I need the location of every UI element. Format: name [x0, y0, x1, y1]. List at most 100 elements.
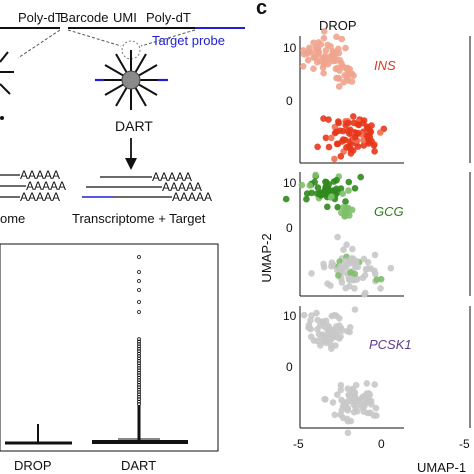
cell-point — [351, 306, 359, 313]
cell-point — [314, 58, 321, 66]
cell-point — [335, 74, 342, 82]
zoom-circle — [121, 40, 141, 60]
cell-point — [362, 289, 369, 297]
cell-point — [366, 133, 374, 141]
cell-point — [308, 189, 316, 197]
ins-points — [299, 28, 388, 163]
cell-point — [314, 143, 321, 151]
drop-bead-spoke — [0, 51, 9, 63]
outlier-point — [137, 288, 141, 292]
umap-ylabel: UMAP-2 — [259, 233, 274, 282]
cell-point — [377, 285, 384, 292]
dart-outliers — [137, 255, 141, 406]
outlier-point — [137, 375, 141, 380]
cell-point — [306, 182, 314, 189]
cell-point — [320, 332, 328, 339]
outlier-point — [137, 399, 141, 404]
cell-point — [282, 195, 290, 203]
cell-point — [334, 233, 341, 241]
cell-point — [333, 176, 340, 184]
gene-label-ins: INS — [374, 58, 396, 73]
cell-point — [371, 267, 378, 275]
outlier-point — [137, 342, 141, 346]
cell-point — [357, 173, 365, 181]
cell-point — [351, 285, 358, 292]
cell-point — [324, 203, 331, 211]
cell-point — [321, 395, 328, 403]
cell-point — [304, 56, 312, 64]
cell-point — [373, 276, 381, 283]
cell-point — [300, 311, 308, 319]
dart-zoom-line — [67, 29, 122, 47]
cell-point — [322, 187, 330, 195]
cell-point — [342, 258, 349, 265]
cell-point — [363, 393, 370, 400]
outlier-point — [137, 270, 141, 274]
drop-bead-spoke — [0, 83, 11, 95]
ytick-10: 10 — [283, 309, 297, 323]
cell-point — [387, 264, 395, 272]
cell-point — [328, 263, 335, 270]
cell-point — [342, 198, 349, 205]
panel-letter-c: c — [256, 0, 267, 19]
cell-point — [346, 282, 353, 290]
xtick-neg5: -5 — [293, 437, 304, 451]
drop-schematic: Poly-dT AAAAA AAAAA AAAAA ome — [0, 10, 66, 226]
cell-point — [360, 255, 368, 263]
dart-polydt-label: Poly-dT — [146, 10, 191, 25]
cell-point — [335, 83, 343, 90]
cell-point — [320, 61, 328, 68]
cell-point — [336, 258, 344, 265]
umap-subplot-ins: 10 0 INS — [283, 28, 471, 164]
outlier-point — [137, 402, 141, 406]
drop-read-1: AAAAA — [20, 168, 60, 182]
cell-point — [336, 67, 343, 74]
cell-point — [351, 185, 359, 192]
cell-point — [346, 65, 354, 73]
cell-point — [377, 129, 384, 136]
outlier-point — [137, 368, 141, 373]
cell-point — [328, 134, 335, 142]
cell-point — [372, 404, 380, 412]
cell-point — [362, 266, 370, 273]
cell-point — [334, 391, 341, 399]
cell-point — [317, 41, 325, 48]
outlier-point — [137, 392, 141, 397]
cell-point — [320, 338, 327, 345]
umap-xlabel: UMAP-1 — [417, 460, 466, 474]
ytick-10: 10 — [283, 41, 297, 55]
cell-point — [344, 385, 352, 393]
umi-label: UMI — [113, 10, 137, 25]
cell-point — [307, 333, 315, 341]
outlier-point — [137, 370, 141, 375]
umap-subplot-pcsk1: 10 0 PCSK1 — [283, 306, 471, 437]
outlier-point — [137, 363, 141, 368]
cell-point — [329, 399, 337, 406]
dart-read-1: AAAAA — [152, 170, 192, 184]
arrow-head — [125, 158, 137, 170]
cell-point — [322, 47, 330, 54]
drop-zoom-line — [17, 29, 61, 59]
outlier-point — [137, 380, 141, 385]
cell-point — [361, 271, 369, 279]
outlier-point — [137, 255, 141, 259]
outlier-point — [137, 397, 141, 402]
cell-point — [352, 263, 359, 271]
outlier-point — [137, 349, 141, 354]
outlier-point — [137, 351, 141, 356]
umap-column-title: DROP — [319, 18, 357, 33]
boxplot-frame — [0, 243, 219, 452]
cell-point — [306, 44, 313, 52]
cell-point — [351, 389, 359, 396]
cell-point — [343, 241, 350, 248]
outlier-point — [137, 361, 141, 366]
outlier-point — [137, 279, 141, 283]
cell-point — [352, 381, 360, 389]
cell-point — [347, 269, 354, 276]
cell-point — [308, 270, 315, 277]
target-probe-label: Target probe — [152, 33, 225, 48]
ytick-0: 0 — [286, 360, 293, 374]
cell-point — [305, 321, 313, 329]
cell-point — [360, 142, 368, 149]
cell-point — [350, 113, 357, 120]
